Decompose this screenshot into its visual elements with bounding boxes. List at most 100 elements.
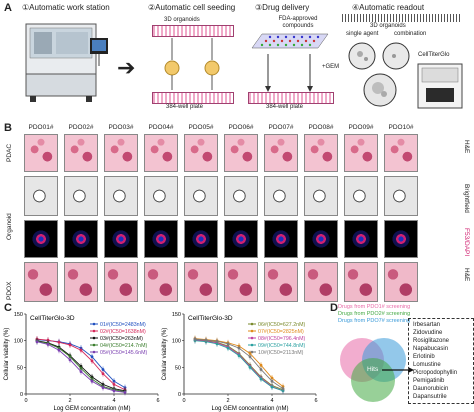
image-tile <box>384 134 418 172</box>
panel-c-letter: C <box>4 302 12 314</box>
image-tile <box>304 176 338 216</box>
step3-plate-label: 384-well plate <box>266 104 304 110</box>
x-tick-label: 2 <box>226 398 229 404</box>
right-label-fluorescence: F53/DAPI <box>463 228 470 257</box>
data-point <box>270 385 274 389</box>
data-point <box>193 337 197 341</box>
data-point <box>281 387 285 391</box>
row-label-pdox: PDOX <box>6 281 13 300</box>
legend-marker <box>92 350 96 354</box>
plate-384-step2 <box>152 92 234 104</box>
data-point <box>90 355 94 359</box>
data-point <box>79 370 83 373</box>
step3-compounds-label: FDA-approved compounds <box>278 16 318 29</box>
legend-entry: 01#(IC50=2483nM) <box>100 322 146 328</box>
organoid-wells-illustration <box>348 42 410 107</box>
pdo-col-label: PDO10# <box>388 124 414 131</box>
data-point <box>204 338 208 342</box>
image-tile <box>224 134 258 172</box>
venn-legend: Drugs from PDO1# screening Drugs from PD… <box>338 304 410 325</box>
y-tick-label: 100 <box>172 339 181 345</box>
legend-entry: 03#(IC50=263nM) <box>100 336 143 342</box>
legend-entry: 05#(IC50=145.6nM) <box>100 350 147 356</box>
data-point <box>101 368 105 371</box>
data-point <box>237 346 241 350</box>
image-tile <box>24 220 58 258</box>
x-tick-label: 6 <box>156 398 159 404</box>
image-tile <box>184 262 218 302</box>
image-tile <box>104 220 138 258</box>
x-tick-label: 4 <box>112 398 115 404</box>
chart-title: CellTiterGlo-3D <box>30 315 75 322</box>
y-tick-label: 100 <box>14 339 23 345</box>
pdo-col-label: PDO02# <box>68 124 94 131</box>
image-tile <box>64 220 98 258</box>
data-point <box>35 340 39 344</box>
venn-center-label: Hits <box>367 366 379 373</box>
legend-marker <box>92 336 96 340</box>
data-point <box>79 348 83 352</box>
y-tick-label: 150 <box>172 312 181 318</box>
image-tile <box>384 176 418 216</box>
x-tick-label: 0 <box>24 398 27 404</box>
image-tile <box>304 262 338 302</box>
data-point <box>270 376 274 380</box>
data-point <box>101 372 105 376</box>
legend-marker <box>250 350 254 354</box>
y-tick-label: 50 <box>175 365 181 371</box>
panel-d-letter: D <box>330 302 338 314</box>
data-point <box>123 391 127 394</box>
image-tile <box>144 134 178 172</box>
legend-marker <box>250 336 254 340</box>
data-point <box>101 386 105 389</box>
panel-b-letter: B <box>4 122 12 134</box>
legend-entry: 10#(IC50=2113nM) <box>258 350 304 356</box>
image-tile <box>24 262 58 302</box>
data-point <box>259 363 263 367</box>
pdo-col-label: PDO09# <box>348 124 374 131</box>
gem-label: +GEM <box>322 64 340 70</box>
data-point <box>237 354 241 357</box>
plate-reader-icon <box>417 63 463 109</box>
single-agent-label: single agent <box>346 31 379 37</box>
x-tick-label: 6 <box>314 398 317 404</box>
data-point <box>46 343 50 346</box>
image-tile <box>264 176 298 216</box>
right-label-he: H&E <box>463 140 470 154</box>
hit-item: Dapansutrile <box>413 394 447 400</box>
y-axis-label: Cellular viability (%) <box>4 328 10 381</box>
step2-plate-label: 384-well plate <box>166 104 204 110</box>
image-tile <box>144 176 178 216</box>
readout-strip <box>342 14 460 22</box>
image-tile <box>344 176 378 216</box>
data-point <box>112 379 116 383</box>
data-point <box>68 358 72 362</box>
dose-response-chart-2: 0 50 100 150 0 2 4 6 Log GEM concentration (nM) C… <box>162 312 318 412</box>
hit-item: Irbesartan <box>413 322 441 328</box>
legend-entry: 09#(IC50=744.8nM) <box>258 343 305 349</box>
pdo-col-label: PDO01# <box>28 124 54 131</box>
image-tile <box>344 134 378 172</box>
image-tile <box>104 176 138 216</box>
pdo-col-label: PDO04# <box>148 124 174 131</box>
legend-marker <box>250 329 254 333</box>
data-point <box>90 379 94 383</box>
row-label-organoid: Organoid <box>6 213 13 240</box>
data-point <box>248 352 252 355</box>
hit-item: Erlotinib <box>413 354 435 360</box>
hit-item: Picropodophyllin <box>413 370 458 376</box>
pipette-droplets-icon <box>164 38 220 90</box>
image-tile <box>304 134 338 172</box>
data-point <box>259 377 263 381</box>
y-tick-label: 50 <box>17 365 23 371</box>
right-label-he-pdox: H&E <box>463 268 470 282</box>
image-tile <box>224 176 258 216</box>
y-tick-label: 0 <box>178 392 181 398</box>
data-point <box>259 368 263 371</box>
celltiterglo-label: CellTiterGlo <box>418 52 450 58</box>
image-tile <box>184 134 218 172</box>
step4-organoids-label: 3D organoids <box>370 23 406 29</box>
pdo-col-label: PDO03# <box>108 124 134 131</box>
step1-title: ①Automatic work station <box>22 3 110 12</box>
hits-list-box: Irbesartan Zidovudine Rosiglitazone Napa… <box>408 318 474 404</box>
